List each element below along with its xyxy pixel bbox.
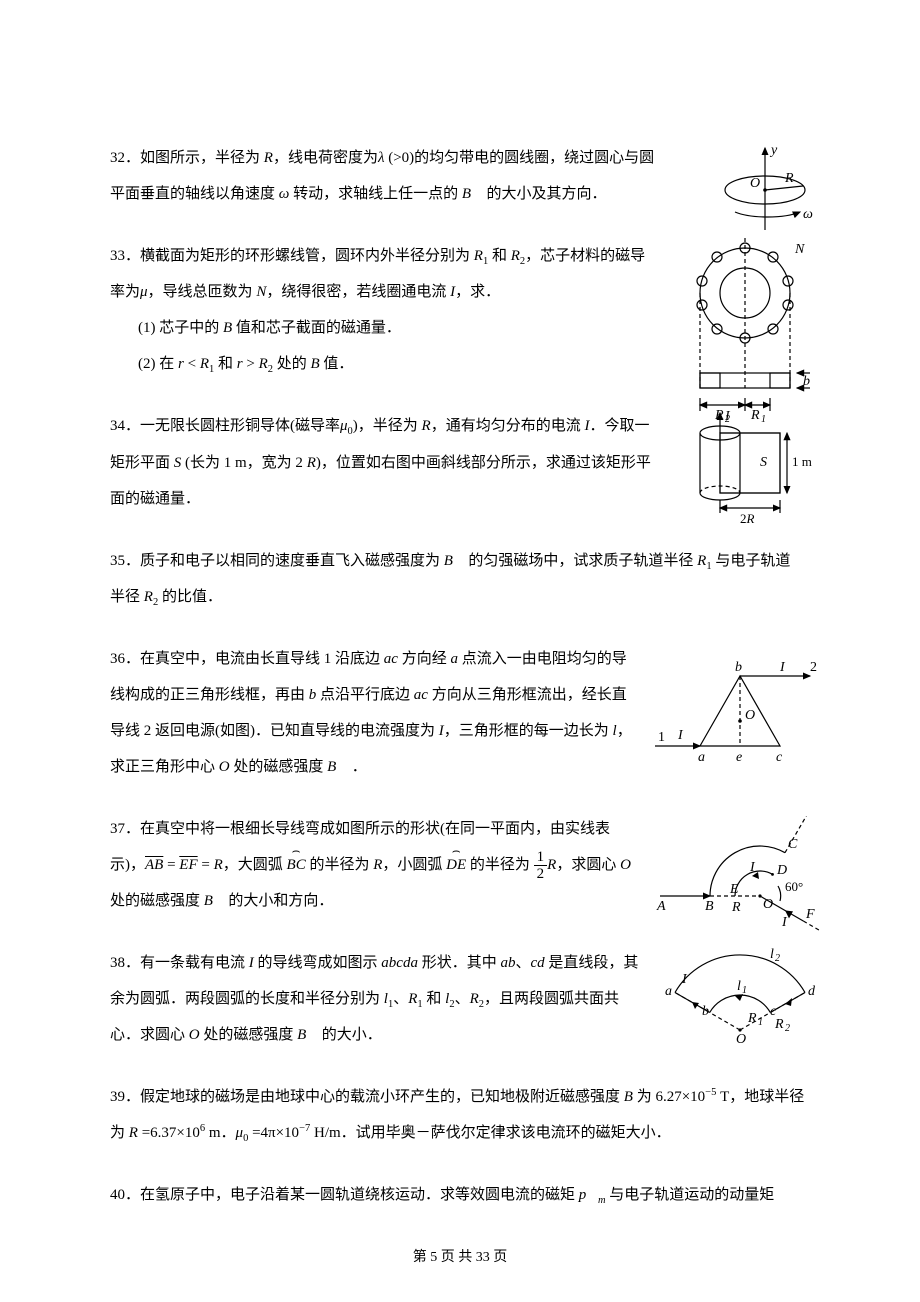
page: 32．如图所示，半径为 R，线电荷密度为λ (>0)的均匀带电的圆线圈，绕过圆心… (0, 0, 920, 1302)
svg-text:O: O (745, 708, 755, 723)
problem-39: 39．假定地球的磁场是由地球中心的载流小环产生的，已知地极附近磁感强度 B 为 … (110, 1079, 810, 1151)
svg-text:1 m: 1 m (792, 454, 812, 469)
problem-number: 36． (110, 651, 140, 667)
svg-text:R: R (731, 900, 741, 915)
problem-text: 有一条载有电流 I 的导线弯成如图示 abcda 形状．其中 ab、cd 是直线… (110, 955, 638, 1043)
svg-text:2R: 2R (740, 511, 755, 526)
svg-text:A: A (656, 899, 666, 914)
svg-text:R: R (774, 1017, 784, 1032)
problem-32: 32．如图所示，半径为 R，线电荷密度为λ (>0)的均匀带电的圆线圈，绕过圆心… (110, 140, 810, 212)
problem-text: 质子和电子以相同的速度垂直飞入磁感强度为 B⃗ 的匀强磁场中，试求质子轨道半径 … (110, 553, 790, 605)
svg-text:O: O (750, 176, 760, 191)
svg-text:D: D (776, 863, 787, 878)
svg-text:2: 2 (810, 660, 817, 675)
svg-text:I: I (681, 972, 688, 987)
figure-34: I S S 1 m 2R (685, 408, 825, 542)
svg-text:E: E (729, 882, 739, 897)
svg-text:l: l (737, 979, 741, 994)
problem-number: 37． (110, 821, 140, 837)
svg-text:B: B (705, 899, 714, 914)
footer-text: 第 5 页 共 33 页 (413, 1250, 508, 1265)
svg-text:R: R (784, 171, 794, 186)
svg-text:I: I (677, 728, 684, 743)
svg-text:y: y (769, 143, 778, 158)
problem-number: 34． (110, 418, 140, 434)
problem-text: 在氢原子中，电子沿着某一圆轨道绕核运动．求等效圆电流的磁矩 p⃗m 与电子轨道运… (140, 1187, 774, 1203)
figure-36: 1 I O a e c b I 2 (650, 651, 825, 780)
subpart-2: (2) 在 r < R1 和 r > R2 处的 B 值． (138, 346, 660, 382)
svg-text:ω: ω (803, 207, 813, 222)
problem-35: 35．质子和电子以相同的速度垂直飞入磁感强度为 B⃗ 的匀强磁场中，试求质子轨道… (110, 543, 810, 615)
svg-text:2: 2 (775, 953, 780, 964)
svg-text:c: c (776, 750, 783, 765)
problem-number: 35． (110, 553, 140, 569)
problem-34: 34．一无限长圆柱形铜导体(磁导率μ0)，半径为 R，通有均匀分布的电流 I．今… (110, 408, 810, 516)
figure-38: O a d l2 b c l1 (660, 945, 825, 1059)
problem-33: 33．横截面为矩形的环形螺线管，圆环内外半径分别为 R1 和 R2，芯子材料的磁… (110, 238, 810, 382)
svg-text:a: a (665, 984, 672, 999)
figure-33: N b R2 R1 (675, 233, 825, 437)
page-footer: 第 5 页 共 33 页 (0, 1246, 920, 1266)
svg-text:I: I (724, 409, 731, 424)
svg-text:I: I (779, 660, 786, 675)
subpart-1: (1) 芯子中的 B 值和芯子截面的磁通量． (138, 310, 660, 346)
problem-number: 39． (110, 1089, 140, 1105)
svg-text:O: O (736, 1032, 746, 1045)
svg-text:b: b (735, 660, 742, 675)
svg-text:I: I (781, 915, 788, 930)
problem-text: 在真空中将一根细长导线弯成如图所示的形状(在同一平面内，由实线表示)，AB = … (110, 821, 631, 909)
problem-36: 36．在真空中，电流由长直导线 1 沿底边 ac 方向经 a 点流入一由电阻均匀… (110, 641, 810, 785)
problem-number: 40． (110, 1187, 140, 1203)
svg-text:1: 1 (742, 985, 747, 996)
svg-text:I: I (749, 860, 756, 875)
svg-text:2: 2 (785, 1023, 790, 1034)
problem-40: 40．在氢原子中，电子沿着某一圆轨道绕核运动．求等效圆电流的磁矩 p⃗m 与电子… (110, 1177, 810, 1213)
problem-text: 横截面为矩形的环形螺线管，圆环内外半径分别为 R1 和 R2，芯子材料的磁导率为… (110, 248, 645, 300)
svg-text:l: l (770, 947, 774, 962)
problem-text: 假定地球的磁场是由地球中心的载流小环产生的，已知地极附近磁感强度 B 为 6.2… (110, 1089, 804, 1141)
svg-text:N: N (794, 242, 805, 257)
svg-text:R: R (747, 1011, 757, 1026)
svg-text:1: 1 (758, 1017, 763, 1028)
problem-number: 38． (110, 955, 140, 971)
problem-text: 一无限长圆柱形铜导体(磁导率μ0)，半径为 R，通有均匀分布的电流 I．今取一矩… (110, 418, 651, 506)
problem-number: 32． (110, 150, 140, 166)
svg-text:a: a (698, 750, 705, 765)
problem-38: 38．有一条载有电流 I 的导线弯成如图示 abcda 形状．其中 ab、cd … (110, 945, 810, 1053)
svg-text:d: d (808, 984, 816, 999)
svg-text:60°: 60° (785, 879, 803, 894)
svg-text:F: F (805, 907, 815, 922)
figure-37: O A B C D I E (650, 816, 825, 950)
problem-37: 37．在真空中将一根细长导线弯成如图所示的形状(在同一平面内，由实线表示)，AB… (110, 811, 810, 919)
svg-text:1: 1 (658, 730, 665, 745)
svg-text:b: b (803, 374, 810, 389)
svg-text:S: S (760, 455, 767, 470)
svg-text:e: e (736, 750, 742, 765)
problem-text: 在真空中，电流由长直导线 1 沿底边 ac 方向经 a 点流入一由电阻均匀的导线… (110, 651, 632, 775)
problem-number: 33． (110, 248, 140, 264)
problem-text: 如图所示，半径为 R，线电荷密度为λ (>0)的均匀带电的圆线圈，绕过圆心与圆平… (110, 150, 654, 202)
